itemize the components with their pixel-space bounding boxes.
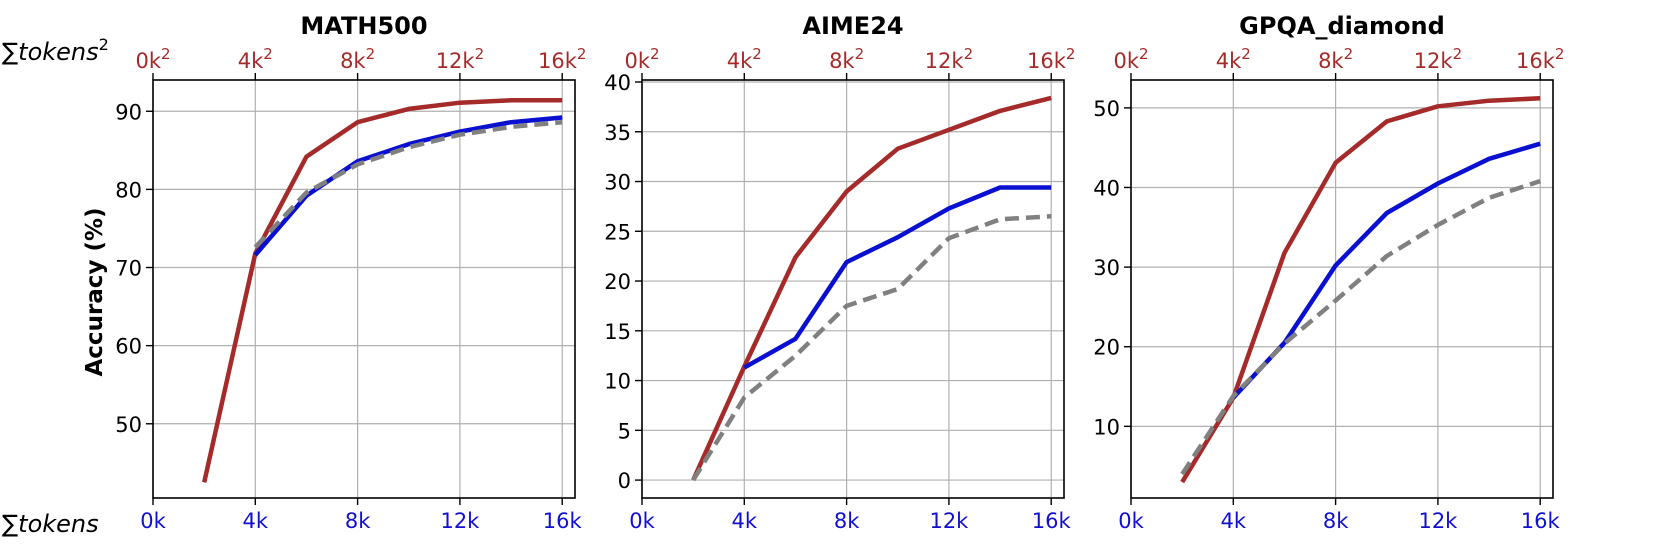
y-tick-label: 20	[1093, 336, 1120, 360]
y-tick-label: 80	[115, 178, 142, 202]
y-tick-label: 25	[604, 220, 631, 244]
x-tick-label-bottom: 12k	[1418, 509, 1458, 533]
y-tick-label: 60	[115, 335, 142, 359]
x-tick-label-top: 8k2	[1318, 45, 1353, 73]
x-tick-label-top: 0k2	[135, 45, 170, 73]
x-tick-label-top: 12k2	[436, 45, 484, 73]
x-tick-label-top: 12k2	[1414, 45, 1462, 73]
x-tick-label-bottom: 8k	[345, 509, 371, 533]
y-tick-label: 0	[618, 469, 631, 493]
y-tick-label: 50	[1093, 97, 1120, 121]
series-line-gray	[691, 214, 1052, 482]
y-tick-label: 30	[1093, 256, 1120, 280]
x-tick-label-bottom: 4k	[243, 509, 269, 533]
x-tick-label-bottom: 16k	[1032, 509, 1072, 533]
series-line-gray	[253, 119, 563, 249]
bottom-axis-label: ∑tokens	[2, 510, 99, 538]
chart-title: GPQA_diamond	[1239, 12, 1445, 40]
x-tick-label-top: 4k2	[727, 45, 762, 73]
axes-frame	[641, 79, 1065, 499]
x-tick-label-top: 16k2	[1516, 45, 1564, 73]
x-tick-label-top: 0k2	[1113, 45, 1148, 73]
y-tick-label: 70	[115, 257, 142, 281]
y-tick-label: 20	[604, 270, 631, 294]
y-tick-label: 40	[604, 71, 631, 95]
x-tick-label-top: 4k2	[238, 45, 273, 73]
series-line-blue	[253, 115, 563, 257]
y-tick-label: 10	[1093, 415, 1120, 439]
x-tick-label-bottom: 16k	[543, 509, 583, 533]
y-tick-label: 10	[604, 370, 631, 394]
x-tick-label-top: 8k2	[340, 45, 375, 73]
x-tick-label-bottom: 0k	[1118, 509, 1144, 533]
series-line-red	[1180, 96, 1541, 484]
chart-panel-3: 10 20 30 40 50 0k 4k 8k 12k 16k 0k2 4k2 8k2 12k2 16k2 G…	[1093, 12, 1564, 533]
series-line-gray	[1180, 178, 1541, 476]
x-tick-label-top: 12k2	[925, 45, 973, 73]
chart-panel-2: 0 5 10 15 20 25 30 35 40 0k 4k 8k 12k 16k 0k2 4k2 8k2 12k…	[604, 12, 1075, 533]
series-line-blue	[1231, 141, 1541, 400]
series-line-red	[691, 95, 1052, 482]
x-tick-label-top: 16k2	[538, 45, 586, 73]
x-tick-label-bottom: 4k	[732, 509, 758, 533]
x-tick-label-top: 8k2	[829, 45, 864, 73]
chart-panel-1: 50 60 70 80 90 0k 4k 8k 12k 16k 0k2 4k2 8k2 12k2 16k2 M…	[115, 12, 586, 533]
x-tick-label-bottom: 8k	[834, 509, 860, 533]
x-tick-label-top: 4k2	[1216, 45, 1251, 73]
x-tick-label-bottom: 0k	[629, 509, 655, 533]
y-tick-label: 30	[604, 171, 631, 195]
axes-frame	[152, 79, 576, 499]
x-tick-label-top: 0k2	[624, 45, 659, 73]
x-tick-label-bottom: 8k	[1323, 509, 1349, 533]
series-line-blue	[743, 185, 1052, 370]
x-tick-label-bottom: 16k	[1521, 509, 1561, 533]
y-tick-label: 35	[604, 121, 631, 145]
chart-title: AIME24	[802, 12, 903, 40]
x-tick-label-bottom: 12k	[440, 509, 480, 533]
x-tick-label-bottom: 12k	[929, 509, 969, 533]
x-tick-label-top: 16k2	[1027, 45, 1075, 73]
y-tick-label: 15	[604, 320, 631, 344]
x-tick-label-bottom: 0k	[140, 509, 166, 533]
y-tick-label: 50	[115, 413, 142, 437]
axes-frame	[1130, 79, 1554, 499]
y-axis-label: Accuracy (%)	[82, 207, 108, 376]
x-tick-label-bottom: 4k	[1221, 509, 1247, 533]
chart-title: MATH500	[300, 12, 427, 40]
top-axis-label: ∑tokens2	[2, 35, 109, 66]
y-tick-label: 40	[1093, 176, 1120, 200]
y-tick-label: 5	[618, 419, 631, 443]
y-tick-label: 90	[115, 100, 142, 124]
